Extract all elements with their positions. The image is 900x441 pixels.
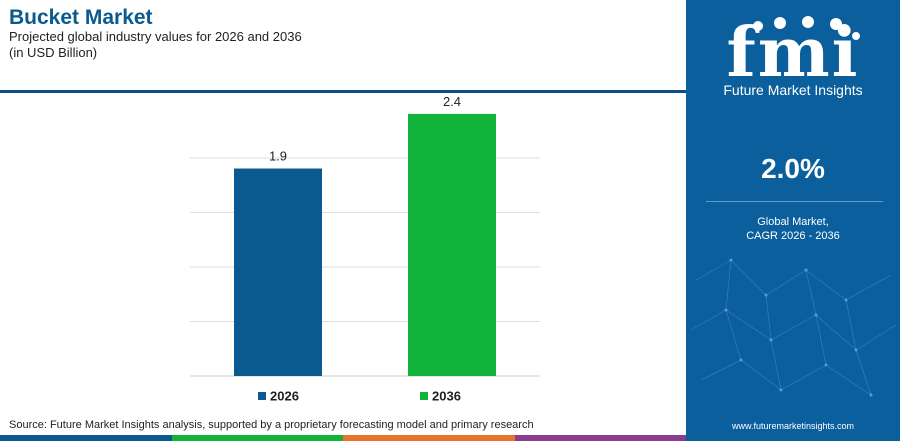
cagr-label-line1: Global Market,: [757, 216, 829, 228]
bar-2036: [408, 113, 496, 377]
bar-chart: 1.9 2.4 2026 2036: [190, 94, 540, 404]
legend-label-2026: 2026: [270, 389, 299, 404]
network-decoration: [690, 258, 897, 397]
footer-bar-segment: [514, 435, 686, 441]
website-url: www.futuremarketinsights.com: [731, 421, 855, 431]
fmi-logo: fmi: [726, 14, 860, 89]
unit-label: (in USD Billion): [9, 45, 98, 60]
page-subtitle: Projected global industry values for 202…: [9, 29, 302, 44]
brand-name: Future Market Insights: [723, 82, 863, 98]
legend-label-2036: 2036: [432, 389, 461, 404]
footer-bar-segment: [171, 435, 343, 441]
sidebar-panel: fmi Future Market Insights 2.0% Global M…: [686, 0, 900, 441]
cagr-label-line2: CAGR 2026 - 2036: [746, 230, 840, 242]
sidebar-divider: [706, 201, 883, 202]
legend-swatch-2036: [420, 392, 428, 400]
data-label-2036: 2.4: [443, 94, 461, 109]
legend-swatch-2026: [258, 392, 266, 400]
source-note: Source: Future Market Insights analysis,…: [9, 419, 534, 431]
footer-bar-segment: [0, 435, 172, 441]
header-divider: [0, 90, 686, 93]
cagr-value: 2.0%: [761, 153, 825, 184]
data-label-2026: 1.9: [269, 149, 287, 164]
cagr-label: Global Market, CAGR 2026 - 2036: [686, 215, 900, 243]
footer-bar-segment: [343, 435, 515, 441]
bar-2026: [234, 168, 322, 376]
page-title: Bucket Market: [9, 6, 153, 29]
footer-color-bar: [0, 435, 686, 441]
